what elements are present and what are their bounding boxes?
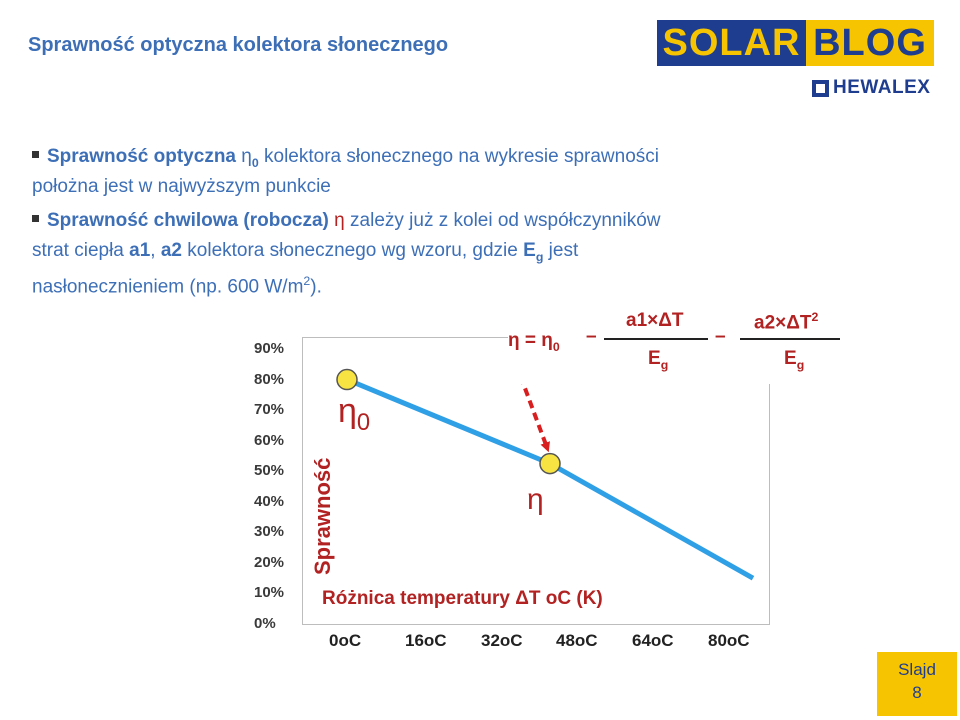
hewalex-text: HEWALEX — [833, 77, 931, 98]
y-tick-label: 90% — [254, 340, 285, 357]
y-tick-label: 50% — [254, 462, 285, 479]
bullet-2-line-1: Sprawność chwilowa (robocza) η zależy ju… — [32, 206, 661, 236]
formula-minus-1: – — [586, 326, 597, 347]
logo-solar-text: SOLAR — [657, 20, 806, 66]
coef-a1: a1 — [129, 240, 151, 261]
x-tick-label: 80oC — [708, 631, 750, 650]
slide-number: 8 — [912, 683, 922, 702]
bullet-1-line-1: Sprawność optyczna η0 kolektora słoneczn… — [32, 142, 659, 178]
y-tick-label: 30% — [254, 523, 285, 540]
y-tick-label: 60% — [254, 432, 285, 449]
x-tick-label: 64oC — [632, 631, 674, 650]
slide-label: Slajd — [898, 660, 936, 679]
coef-a2: a2 — [160, 240, 182, 261]
bullet-2-line-2: strat ciepła a1, a2 kolektora słoneczneg… — [32, 240, 579, 264]
y-tick-label: 70% — [254, 401, 285, 418]
point-eta — [539, 452, 561, 475]
bullet-1-rest: kolektora słonecznego na wykresie sprawn… — [258, 146, 659, 167]
y-tick-label: 20% — [254, 554, 285, 571]
solarblog-logo: SOLAR BLOG — [657, 20, 934, 66]
bullet-1-eta: η — [241, 146, 252, 167]
hewalex-mark-icon — [812, 79, 829, 97]
formula-den-2: Eg — [784, 348, 805, 372]
symbol-E: E — [523, 240, 536, 261]
bullet-square-icon — [32, 151, 39, 158]
y-tick-label: 40% — [254, 493, 285, 510]
formula-num-1: a1×ΔT — [626, 310, 684, 331]
efficiency-line — [346, 377, 755, 581]
logo-blog-text: BLOG — [806, 20, 934, 66]
x-tick-label: 48oC — [556, 631, 598, 650]
y-tick-label: 80% — [254, 371, 285, 388]
fraction-bar-2 — [740, 338, 840, 340]
y-tick-label: 10% — [254, 584, 285, 601]
formula-num-2: a2×ΔT2 — [754, 310, 819, 334]
x-tick-label: 0oC — [329, 631, 362, 650]
bullet-1-line-2: położna jest w najwyższym punkcie — [32, 176, 331, 197]
bullet-square-icon — [32, 215, 39, 222]
formula-lhs: η = η0 — [508, 330, 560, 354]
x-tick-label: 32oC — [481, 631, 523, 650]
eta-annotation: η — [527, 483, 544, 516]
formula-minus-2: – — [715, 326, 726, 347]
y-tick-label: 0% — [254, 615, 276, 632]
formula-den-1: Eg — [648, 348, 669, 372]
bullet-2-eta: η — [334, 210, 345, 231]
bullet-1-eta-sub: 0 — [251, 155, 259, 170]
x-tick-label: 16oC — [405, 631, 447, 650]
bullet-2-rest: zależy już z kolei od współczynników — [344, 210, 661, 231]
y-axis-label: Sprawność — [310, 457, 335, 575]
eta0-annotation: η0 — [338, 392, 371, 436]
bullet-1-bold: Sprawność optyczna — [47, 146, 236, 167]
x-axis-label: Różnica temperatury ΔT oC (K) — [322, 588, 603, 609]
efficiency-formula: η = η0 – a1×ΔT Eg – a2×ΔT2 Eg — [508, 304, 840, 384]
page-title: Sprawność optyczna kolektora słonecznego — [28, 34, 449, 56]
hewalex-logo: HEWALEX — [812, 77, 930, 99]
bullet-2-line-3: nasłonecznieniem (np. 600 W/m2). — [32, 274, 322, 298]
point-eta0 — [336, 368, 358, 391]
bullet-2-bold: Sprawność chwilowa (robocza) — [47, 210, 329, 231]
fraction-bar-1 — [604, 338, 708, 340]
slide-number-box: Slajd 8 — [877, 652, 957, 716]
